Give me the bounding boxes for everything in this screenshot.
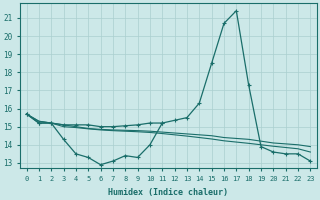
X-axis label: Humidex (Indice chaleur): Humidex (Indice chaleur) bbox=[108, 188, 228, 197]
